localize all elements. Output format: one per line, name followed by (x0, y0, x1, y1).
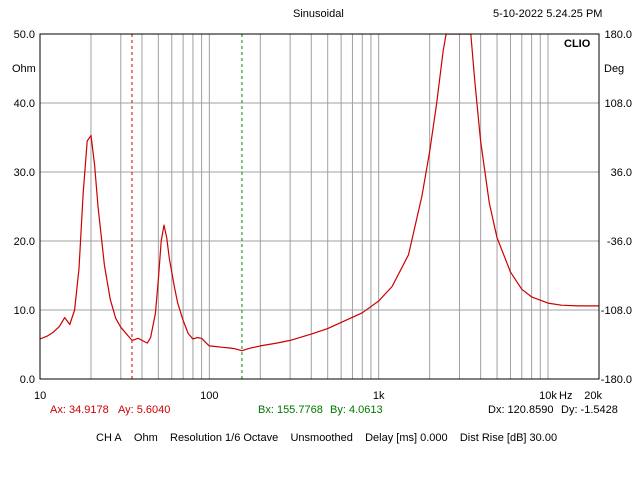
y-tick-label: 10.0 (14, 305, 35, 317)
y-tick-label: 40.0 (14, 98, 35, 110)
y-tick-label: 20.0 (14, 236, 35, 248)
cursor-markers (131, 34, 243, 379)
x-tick-label: 10k (539, 390, 557, 402)
marker-a-y-readout: Ay: 5.6040 (118, 404, 171, 416)
y-tick-label: 0.0 (20, 374, 35, 386)
y2-tick-label: 108.0 (604, 98, 632, 110)
plot-frame (39, 33, 600, 380)
marker-b-x-readout: Bx: 155.7768 (258, 404, 323, 416)
x-tick-label: 1k (373, 390, 385, 402)
grid-lines (40, 34, 599, 379)
y2-tick-label: 36.0 (611, 167, 632, 179)
impedance-series-line (40, 34, 599, 352)
left-axis-unit: Ohm (12, 63, 36, 75)
status-smoothing: Unsmoothed (290, 432, 353, 444)
tick-labels: 0.0 10.0 20.0 30.0 40.0 50.0 -180.0 -108.0 -36.0… (14, 29, 632, 402)
y-tick-label: 50.0 (14, 29, 35, 41)
status-unit: Ohm (133, 432, 158, 444)
delta-y-readout: Dy: -1.5428 (561, 404, 618, 416)
y2-tick-label: -36.0 (607, 236, 632, 248)
status-bar: CH A Ohm Resolution 1/6 Octave Unsmoothe… (96, 432, 557, 445)
y2-tick-label: 180.0 (604, 29, 632, 41)
series-layer (40, 34, 599, 352)
delta-x-readout: Dx: 120.8590 (488, 404, 554, 416)
marker-a-x-readout: Ax: 34.9178 (50, 404, 109, 416)
right-axis-unit: Deg (604, 63, 625, 75)
brand-logo: CLIO (564, 38, 591, 50)
y-tick-label: 30.0 (14, 167, 35, 179)
status-dist-rise: Dist Rise [dB] 30.00 (459, 432, 558, 444)
chart-title: Sinusoidal (293, 8, 344, 20)
x-unit-label: Hz (559, 390, 572, 402)
marker-b-y-readout: By: 4.0613 (330, 404, 383, 416)
status-resolution: Resolution 1/6 Octave (170, 432, 279, 444)
y2-tick-label: -108.0 (601, 305, 632, 317)
timestamp: 5-10-2022 5.24.25 PM (493, 8, 603, 20)
y2-tick-label: -180.0 (601, 374, 632, 386)
status-delay: Delay [ms] 0.000 (365, 432, 448, 444)
x-tick-label: 20k (584, 390, 602, 402)
x-tick-label: 10 (34, 390, 46, 402)
status-channel: CH A (96, 432, 122, 444)
x-tick-label: 100 (200, 390, 218, 402)
